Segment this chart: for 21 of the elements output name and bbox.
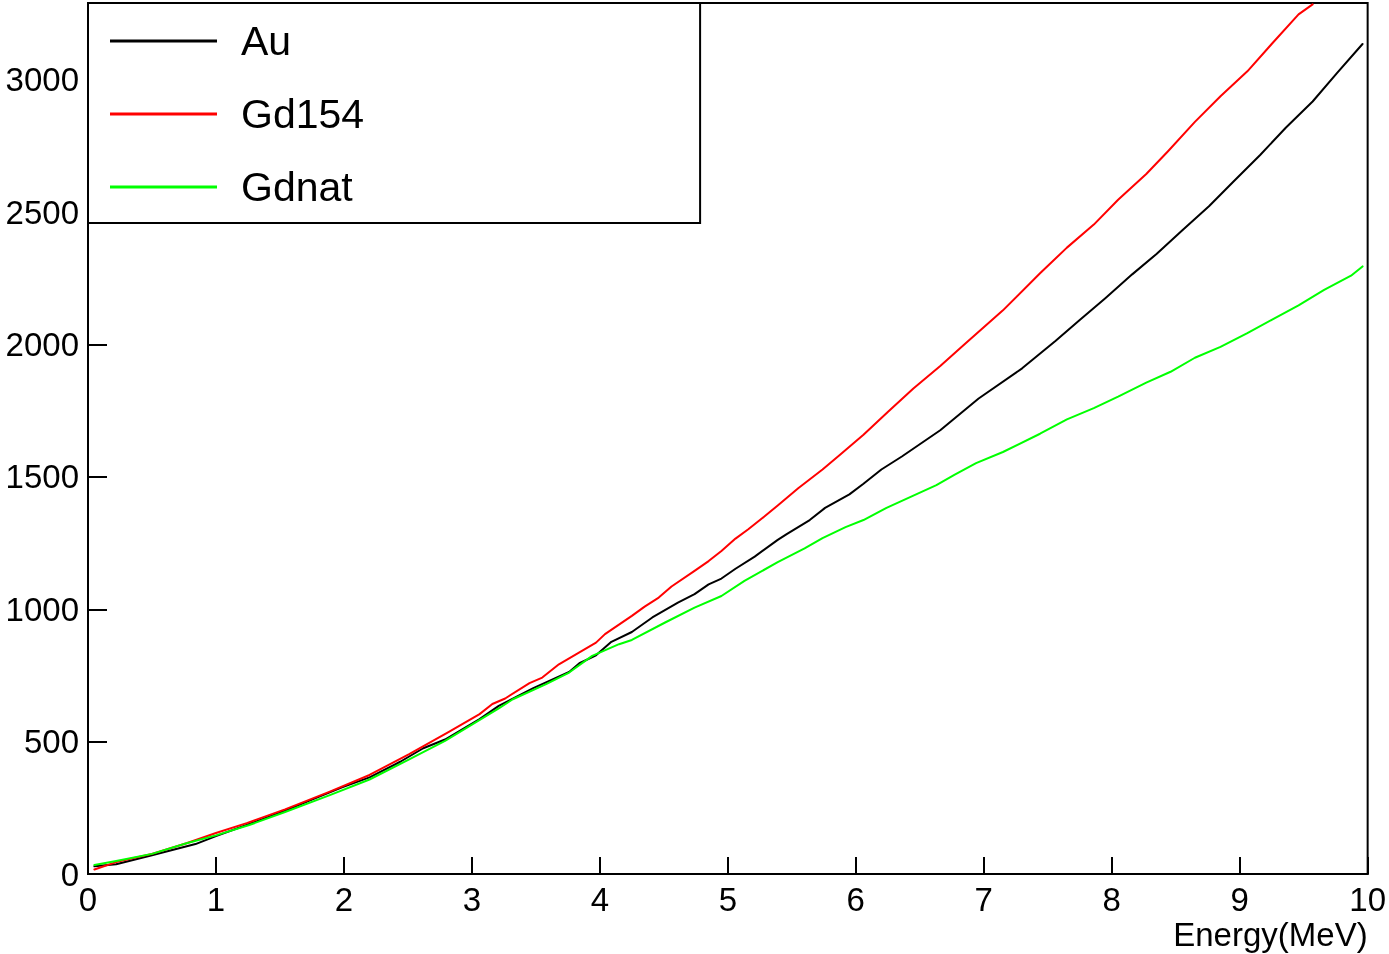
y-tick-label: 500 xyxy=(23,723,79,761)
x-tick-label: 6 xyxy=(846,881,865,918)
y-tick-label: 3000 xyxy=(5,61,79,99)
y-tick-label: 2500 xyxy=(5,193,79,231)
legend-label: Gd154 xyxy=(241,91,365,137)
x-tick-label: 1 xyxy=(206,881,226,918)
y-tick-label: 1500 xyxy=(5,458,79,496)
y-tick-label: 2000 xyxy=(5,326,79,364)
x-tick-label: 9 xyxy=(1230,881,1249,918)
x-tick-label: 8 xyxy=(1102,881,1121,918)
x-axis-title: Energy(MeV) xyxy=(1173,916,1368,953)
y-tick-label: 0 xyxy=(60,855,79,893)
x-tick-label: 10 xyxy=(1349,881,1387,918)
legend-label: Gdnat xyxy=(241,164,354,210)
y-tick-label: 1000 xyxy=(5,590,79,628)
x-tick-label: 7 xyxy=(974,881,993,918)
x-tick-label: 4 xyxy=(590,881,610,918)
x-tick-label: 5 xyxy=(718,881,737,918)
x-tick-label: 3 xyxy=(462,881,482,918)
x-tick-label: 2 xyxy=(334,881,354,918)
legend-label: Au xyxy=(241,18,292,64)
